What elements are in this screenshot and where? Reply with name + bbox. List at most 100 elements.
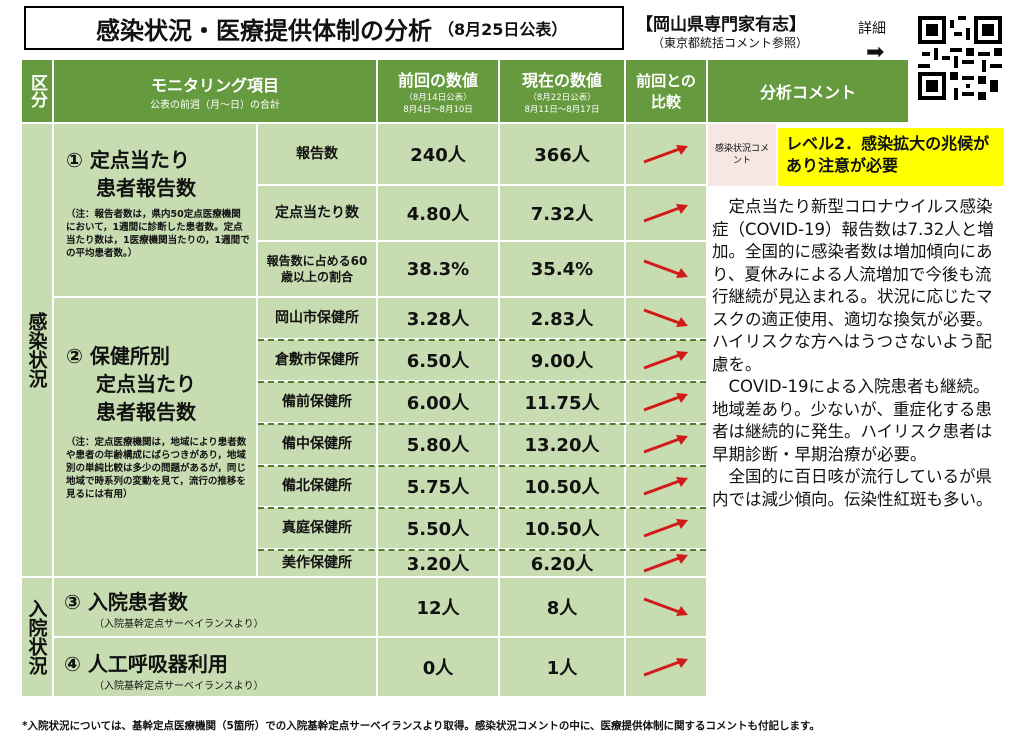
row-divider bbox=[258, 339, 706, 341]
column-prev-sub1: （8月14日公表） bbox=[404, 93, 472, 103]
publish-date: （8月25日公表） bbox=[438, 20, 568, 39]
prev-value: 12人 bbox=[378, 578, 498, 636]
trend-up-arrow-icon bbox=[626, 124, 706, 184]
current-value: 10.50人 bbox=[500, 508, 624, 548]
comment-paragraph-2: COVID-19による入院患者も継続。地域差あり。少ないが、重症化する患者は継続… bbox=[712, 377, 993, 464]
item-1-title2: 患者報告数 bbox=[96, 176, 196, 200]
column-item-sub: 公表の前週（月～日）の合計 bbox=[150, 99, 280, 111]
prev-value: 3.20人 bbox=[378, 550, 498, 576]
item-3-note: （入院基幹定点サーベイランスより） bbox=[94, 619, 264, 630]
item-2-block: ② 保健所別 定点当たり 患者報告数 （注：定点医療機関は，地域により患者数や患… bbox=[54, 298, 256, 576]
column-prev-sub2: 8月4日～8月10日 bbox=[403, 105, 473, 115]
item-2-title2: 定点当たり bbox=[96, 372, 196, 396]
row-divider bbox=[258, 423, 706, 425]
level-badge: レベル2．感染拡大の兆候があり注意が必要 bbox=[778, 128, 1004, 186]
prev-value: 4.80人 bbox=[378, 186, 498, 240]
current-value: 7.32人 bbox=[500, 186, 624, 240]
trend-down-arrow-icon bbox=[626, 298, 706, 338]
row-label: 美作保健所 bbox=[258, 550, 376, 576]
author: 【岡山県専門家有志】 bbox=[636, 15, 806, 35]
prev-value: 5.75人 bbox=[378, 466, 498, 506]
prev-value: 6.50人 bbox=[378, 340, 498, 380]
item-2-note: （注：定点医療機関は，地域により患者数や患者の年齢構成にばらつきがあり，地域別の… bbox=[66, 437, 247, 500]
row-label: 定点当たり数 bbox=[258, 186, 376, 240]
prev-value: 3.28人 bbox=[378, 298, 498, 338]
prev-value: 240人 bbox=[378, 124, 498, 184]
section-infection-label: 感染状況 bbox=[25, 312, 48, 388]
column-item: モニタリング項目 公表の前週（月～日）の合計 bbox=[54, 60, 376, 122]
section-hospital-label: 入院状況 bbox=[25, 599, 48, 675]
detail-arrow-icon: ➡ bbox=[866, 40, 885, 65]
current-value: 13.20人 bbox=[500, 424, 624, 464]
comment-paragraph-3: 全国的に百日咳が流行しているが県内では減少傾向。伝染性紅斑も多い。 bbox=[712, 467, 993, 509]
current-value: 6.20人 bbox=[500, 550, 624, 576]
prev-value: 38.3% bbox=[378, 242, 498, 296]
trend-up-arrow-icon bbox=[626, 186, 706, 240]
row-label: 真庭保健所 bbox=[258, 508, 376, 548]
qr-code-icon[interactable] bbox=[918, 16, 1002, 100]
column-compare: 前回との比較 bbox=[626, 60, 706, 122]
row-divider bbox=[258, 465, 706, 467]
row-divider bbox=[258, 507, 706, 509]
comment-paragraph-1: 定点当たり新型コロナウイルス感染症（COVID-19）報告数は7.32人と増加。… bbox=[712, 197, 994, 374]
trend-up-arrow-icon bbox=[626, 424, 706, 464]
column-curr-sub1: （8月22日公表） bbox=[528, 93, 596, 103]
item-2-title3: 患者報告数 bbox=[96, 400, 196, 424]
page-title-box: 感染状況・医療提供体制の分析 （8月25日公表） bbox=[24, 6, 624, 50]
column-comment: 分析コメント bbox=[708, 60, 908, 122]
item-1-title: ① 定点当たり bbox=[66, 148, 190, 172]
item-3-title: ③ 入院患者数 bbox=[64, 590, 188, 614]
item-1-note: （注：報告者数は，県内50定点医療機関において，1週間に診断した患者数。定点当た… bbox=[66, 209, 250, 259]
trend-up-arrow-icon bbox=[626, 466, 706, 506]
comment-body: 定点当たり新型コロナウイルス感染症（COVID-19）報告数は7.32人と増加。… bbox=[712, 196, 1002, 696]
column-category: 区分 bbox=[22, 60, 52, 122]
current-value: 9.00人 bbox=[500, 340, 624, 380]
row-divider bbox=[258, 549, 706, 551]
trend-down-arrow-icon bbox=[626, 578, 706, 636]
item-4-title: ④ 人工呼吸器利用 bbox=[64, 652, 228, 676]
item-4-note: （入院基幹定点サーベイランスより） bbox=[94, 681, 264, 692]
row-divider bbox=[258, 381, 706, 383]
footer-note: *入院状況については、基幹定点医療機関（5箇所）での入院基幹定点サーベイランスよ… bbox=[22, 720, 820, 732]
section-hospital: 入院状況 bbox=[22, 578, 52, 696]
column-prev: 前回の数値 （8月14日公表） 8月4日～8月10日 bbox=[378, 60, 498, 122]
column-curr-label: 現在の数値 bbox=[521, 71, 602, 90]
prev-value: 6.00人 bbox=[378, 382, 498, 422]
column-prev-label: 前回の数値 bbox=[397, 71, 478, 90]
row-label: 岡山市保健所 bbox=[258, 298, 376, 338]
item-3-block: ③ 入院患者数 （入院基幹定点サーベイランスより） bbox=[54, 578, 376, 636]
column-curr-sub2: 8月11日～8月17日 bbox=[524, 105, 600, 115]
row-label: 備中保健所 bbox=[258, 424, 376, 464]
column-curr: 現在の数値 （8月22日公表） 8月11日～8月17日 bbox=[500, 60, 624, 122]
page-title: 感染状況・医療提供体制の分析 bbox=[96, 16, 432, 45]
trend-up-arrow-icon bbox=[626, 638, 706, 696]
trend-up-arrow-icon bbox=[626, 382, 706, 422]
trend-up-arrow-icon bbox=[626, 340, 706, 380]
row-label: 備前保健所 bbox=[258, 382, 376, 422]
prev-value: 5.80人 bbox=[378, 424, 498, 464]
row-label: 報告数に占める60歳以上の割合 bbox=[258, 242, 376, 296]
prev-value: 5.50人 bbox=[378, 508, 498, 548]
row-label: 倉敷市保健所 bbox=[258, 340, 376, 380]
current-value: 35.4% bbox=[500, 242, 624, 296]
item-2-title: ② 保健所別 bbox=[66, 344, 170, 368]
row-label: 報告数 bbox=[258, 124, 376, 184]
current-value: 11.75人 bbox=[500, 382, 624, 422]
trend-down-arrow-icon bbox=[626, 242, 706, 296]
current-value: 8人 bbox=[500, 578, 624, 636]
trend-up-arrow-icon bbox=[626, 550, 706, 576]
comment-tag: 感染状況コメント bbox=[708, 124, 776, 186]
column-item-label: モニタリング項目 bbox=[150, 75, 279, 95]
current-value: 10.50人 bbox=[500, 466, 624, 506]
item-1-block: ① 定点当たり 患者報告数 （注：報告者数は，県内50定点医療機関において，1週… bbox=[54, 124, 256, 296]
current-value: 1人 bbox=[500, 638, 624, 696]
prev-value: 0人 bbox=[378, 638, 498, 696]
column-category-label: 区分 bbox=[27, 74, 47, 108]
current-value: 2.83人 bbox=[500, 298, 624, 338]
trend-up-arrow-icon bbox=[626, 508, 706, 548]
item-4-block: ④ 人工呼吸器利用 （入院基幹定点サーベイランスより） bbox=[54, 638, 376, 696]
row-label: 備北保健所 bbox=[258, 466, 376, 506]
author-note: （東京都統括コメント参照） bbox=[652, 36, 809, 50]
section-infection: 感染状況 bbox=[22, 124, 52, 576]
detail-label: 詳細 bbox=[858, 21, 886, 37]
